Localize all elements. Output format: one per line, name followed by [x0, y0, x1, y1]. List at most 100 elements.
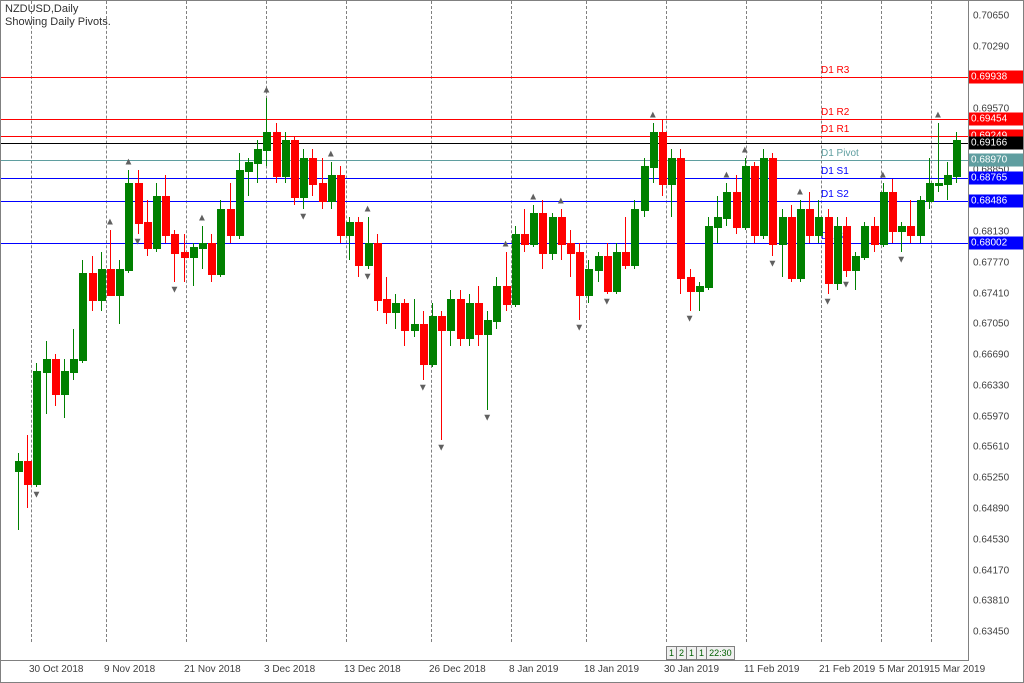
candle-body[interactable] — [263, 132, 271, 151]
candle-body[interactable] — [907, 226, 915, 237]
candle-body[interactable] — [61, 371, 69, 394]
candle-body[interactable] — [24, 461, 32, 484]
candle-body[interactable] — [558, 217, 566, 245]
candle-body[interactable] — [503, 286, 511, 305]
candle-body[interactable] — [300, 158, 308, 198]
candle-body[interactable] — [760, 158, 768, 237]
candle-body[interactable] — [153, 196, 161, 249]
candle-body[interactable] — [401, 303, 409, 331]
candle-body[interactable] — [411, 324, 419, 330]
candle-body[interactable] — [641, 166, 649, 211]
candle-body[interactable] — [365, 243, 373, 266]
candle-body[interactable] — [98, 269, 106, 301]
candle-body[interactable] — [687, 277, 695, 292]
candle-body[interactable] — [898, 226, 906, 232]
candle-body[interactable] — [889, 192, 897, 232]
candle-body[interactable] — [769, 158, 777, 246]
candle-body[interactable] — [622, 252, 630, 267]
candle-body[interactable] — [650, 132, 658, 168]
candle-body[interactable] — [815, 217, 823, 236]
candle-body[interactable] — [291, 140, 299, 198]
candle-body[interactable] — [613, 252, 621, 292]
candle-body[interactable] — [466, 303, 474, 339]
candle-body[interactable] — [328, 175, 336, 203]
candle-body[interactable] — [70, 359, 78, 374]
candle-body[interactable] — [355, 222, 363, 267]
candle-body[interactable] — [788, 217, 796, 279]
candle-body[interactable] — [549, 217, 557, 253]
candle-body[interactable] — [89, 273, 97, 301]
candle-body[interactable] — [493, 286, 501, 322]
candle-body[interactable] — [935, 183, 943, 186]
candle-body[interactable] — [383, 299, 391, 314]
candle-body[interactable] — [705, 226, 713, 288]
candle-body[interactable] — [659, 132, 667, 185]
candle-body[interactable] — [595, 256, 603, 271]
candle-body[interactable] — [475, 303, 483, 335]
candle-body[interactable] — [604, 256, 612, 292]
candle-body[interactable] — [576, 252, 584, 297]
plot-area[interactable]: D1 R3D1 R2D1 R1D1 PivotD1 S1D1 S2D1 S3▼▲… — [1, 1, 971, 663]
candle-body[interactable] — [162, 196, 170, 236]
candle-body[interactable] — [199, 243, 207, 249]
candle-body[interactable] — [273, 132, 281, 177]
candle-body[interactable] — [530, 213, 538, 245]
candle-body[interactable] — [714, 217, 722, 228]
candle-body[interactable] — [567, 243, 575, 254]
candle-body[interactable] — [135, 183, 143, 223]
candle-body[interactable] — [834, 226, 842, 284]
candle-body[interactable] — [52, 359, 60, 395]
candle-body[interactable] — [880, 192, 888, 245]
candle-body[interactable] — [917, 200, 925, 236]
candle-body[interactable] — [144, 222, 152, 250]
candle-body[interactable] — [429, 316, 437, 365]
candle-body[interactable] — [171, 234, 179, 253]
candle-body[interactable] — [521, 234, 529, 245]
candle-body[interactable] — [181, 252, 189, 258]
candle-body[interactable] — [420, 324, 428, 364]
candle-body[interactable] — [346, 222, 354, 237]
candle-body[interactable] — [254, 149, 262, 164]
candle-body[interactable] — [797, 209, 805, 279]
candle-body[interactable] — [631, 209, 639, 267]
candle-body[interactable] — [236, 170, 244, 236]
candle-body[interactable] — [539, 213, 547, 253]
candle-body[interactable] — [438, 316, 446, 331]
candle-body[interactable] — [15, 461, 23, 472]
candle-body[interactable] — [125, 183, 133, 271]
candle-body[interactable] — [668, 158, 676, 186]
candle-body[interactable] — [861, 226, 869, 258]
candle-body[interactable] — [871, 226, 879, 245]
candle-body[interactable] — [733, 192, 741, 228]
candle-body[interactable] — [926, 183, 934, 202]
candle-body[interactable] — [843, 226, 851, 271]
candle-body[interactable] — [447, 299, 455, 331]
candle-body[interactable] — [677, 158, 685, 280]
candle-body[interactable] — [190, 247, 198, 258]
candle-body[interactable] — [512, 234, 520, 304]
candle-body[interactable] — [319, 183, 327, 202]
candle-body[interactable] — [337, 175, 345, 237]
candle-body[interactable] — [723, 192, 731, 220]
candle-body[interactable] — [33, 371, 41, 484]
candle-body[interactable] — [779, 217, 787, 245]
candle-body[interactable] — [944, 175, 952, 186]
candle-body[interactable] — [374, 243, 382, 301]
candle-body[interactable] — [742, 166, 750, 228]
candle-body[interactable] — [208, 243, 216, 275]
candle-body[interactable] — [806, 209, 814, 237]
candle-body[interactable] — [825, 217, 833, 283]
candle-body[interactable] — [217, 209, 225, 275]
candle-body[interactable] — [696, 286, 704, 292]
candle-body[interactable] — [309, 158, 317, 186]
candle-body[interactable] — [227, 209, 235, 237]
candle-body[interactable] — [751, 166, 759, 236]
candle-body[interactable] — [484, 320, 492, 335]
candle-body[interactable] — [585, 269, 593, 297]
candle-body[interactable] — [107, 269, 115, 297]
candle-body[interactable] — [392, 303, 400, 314]
candle-body[interactable] — [457, 299, 465, 339]
candle-body[interactable] — [245, 162, 253, 173]
candle-body[interactable] — [852, 256, 860, 271]
candle-body[interactable] — [79, 273, 87, 361]
